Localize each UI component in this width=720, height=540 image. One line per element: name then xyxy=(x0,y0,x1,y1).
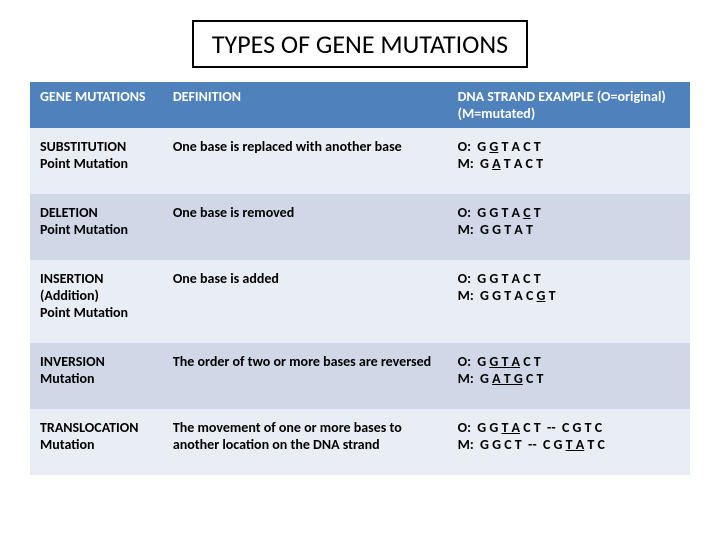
dna-example: O: G G T A C TM: G A T G C T xyxy=(448,343,690,409)
col-header-example: DNA STRAND EXAMPLE (O=original) (M=mutat… xyxy=(448,82,690,128)
mutations-table: GENE MUTATIONS DEFINITION DNA STRAND EXA… xyxy=(30,82,690,475)
mutation-definition: One base is removed xyxy=(163,194,448,260)
col-header-definition: DEFINITION xyxy=(163,82,448,128)
table-row: SUBSTITUTION Point MutationOne base is r… xyxy=(30,128,690,194)
table-row: INVERSION MutationThe order of two or mo… xyxy=(30,343,690,409)
dna-example: O: G G T A C TM: G G T A C G T xyxy=(448,260,690,343)
mutation-type: INVERSION Mutation xyxy=(30,343,163,409)
table-row: INSERTION (Addition) Point MutationOne b… xyxy=(30,260,690,343)
col-header-type: GENE MUTATIONS xyxy=(30,82,163,128)
dna-example: O: G G T A C TM: G A T A C T xyxy=(448,128,690,194)
mutation-definition: The movement of one or more bases to ano… xyxy=(163,409,448,475)
table-row: TRANSLOCATION MutationThe movement of on… xyxy=(30,409,690,475)
mutation-definition: One base is added xyxy=(163,260,448,343)
table-row: DELETION Point MutationOne base is remov… xyxy=(30,194,690,260)
mutation-type: INSERTION (Addition) Point Mutation xyxy=(30,260,163,343)
dna-example: O: G G T A C TM: G G T A T xyxy=(448,194,690,260)
mutation-type: TRANSLOCATION Mutation xyxy=(30,409,163,475)
page-title: TYPES OF GENE MUTATIONS xyxy=(192,20,528,68)
mutation-definition: One base is replaced with another base xyxy=(163,128,448,194)
dna-example: O: G G T A C T -- C G T CM: G G C T -- C… xyxy=(448,409,690,475)
mutation-definition: The order of two or more bases are rever… xyxy=(163,343,448,409)
mutation-type: SUBSTITUTION Point Mutation xyxy=(30,128,163,194)
table-body: SUBSTITUTION Point MutationOne base is r… xyxy=(30,128,690,475)
mutation-type: DELETION Point Mutation xyxy=(30,194,163,260)
